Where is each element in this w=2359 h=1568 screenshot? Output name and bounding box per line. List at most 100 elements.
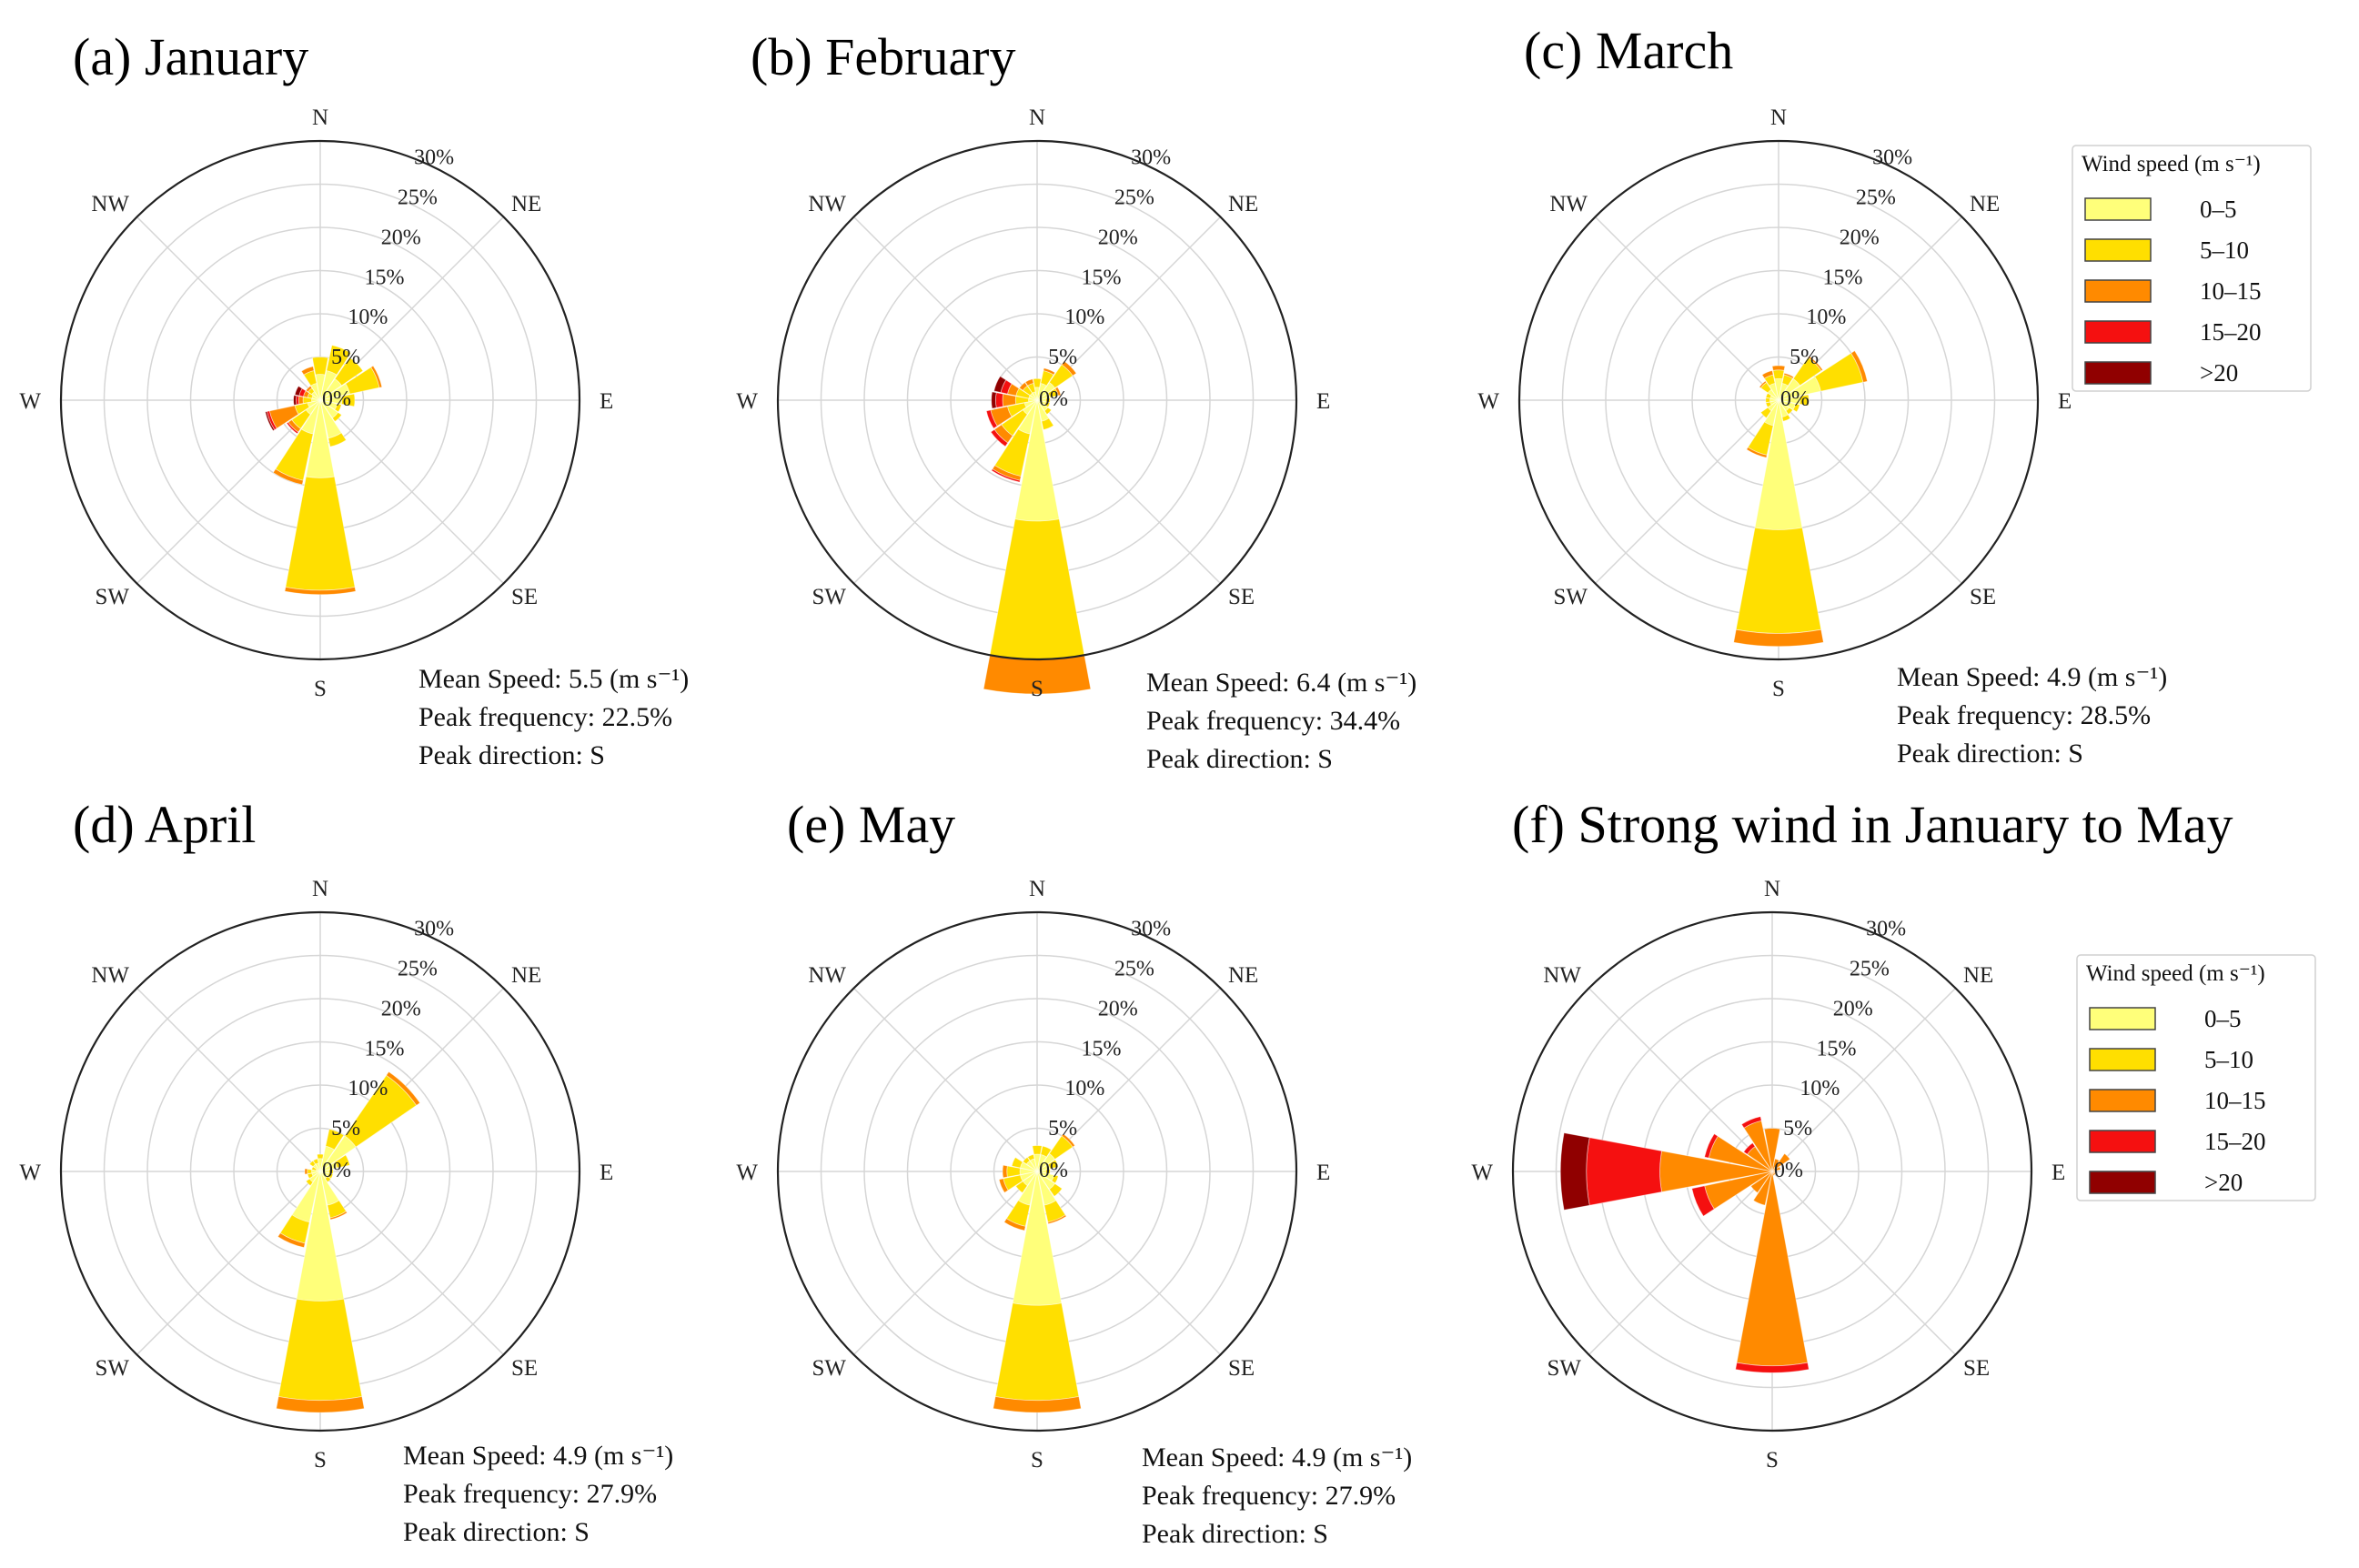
direction-label: NW bbox=[1549, 192, 1588, 216]
windrose-bar-segment bbox=[276, 1396, 365, 1413]
radial-tick-label: 30% bbox=[1131, 918, 1171, 941]
legend-swatch bbox=[2089, 1130, 2156, 1153]
radial-tick-label: 20% bbox=[1098, 226, 1138, 249]
grid-spoke bbox=[136, 216, 321, 401]
legend-label: 10–15 bbox=[2204, 1087, 2266, 1114]
windrose-bar-segment bbox=[1704, 1133, 1719, 1159]
legend-label: 5–10 bbox=[2204, 1046, 2253, 1073]
stat-line: Peak direction: S bbox=[1897, 739, 2083, 769]
radial-tick-label: 30% bbox=[1131, 146, 1171, 170]
direction-label: SW bbox=[1547, 1356, 1581, 1381]
radial-tick-label: 5% bbox=[331, 1117, 360, 1141]
windrose-bar-segment bbox=[1061, 1132, 1076, 1148]
radial-tick-label: 5% bbox=[331, 346, 360, 369]
windrose-bar-segment bbox=[1003, 1218, 1026, 1231]
direction-label: SE bbox=[511, 1356, 538, 1381]
windrose-bar-segment bbox=[1047, 1159, 1059, 1170]
direction-label: SW bbox=[812, 585, 846, 609]
direction-label: NW bbox=[91, 192, 129, 216]
stat-line: Mean Speed: 4.9 (m s⁻¹) bbox=[1142, 1442, 1412, 1473]
radial-tick-label: 0% bbox=[1780, 387, 1810, 411]
windrose-panel: (e) May N NE E SE S SW W NW 0% 5% 10% 15% 20% 25% 30% Me… bbox=[736, 795, 1412, 1549]
direction-label: E bbox=[1316, 389, 1330, 414]
direction-label: NE bbox=[1228, 963, 1258, 988]
grid-spoke bbox=[1771, 987, 1957, 1172]
windrose-bar-segment bbox=[329, 1211, 348, 1221]
windrose-bar-segment bbox=[311, 357, 329, 376]
windrose-bar-segment bbox=[1735, 527, 1822, 634]
radial-tick-label: 15% bbox=[1823, 266, 1863, 289]
windrose-bar-segment bbox=[1048, 1182, 1063, 1197]
grid-spoke bbox=[1594, 399, 1779, 585]
direction-label: S bbox=[1766, 1448, 1779, 1473]
stat-line: Peak frequency: 22.5% bbox=[418, 702, 672, 732]
radial-tick-label: 0% bbox=[322, 1159, 351, 1182]
windrose-bar-segment bbox=[334, 1154, 350, 1169]
windrose-bar-segment bbox=[1771, 1152, 1791, 1172]
stat-line: Peak frequency: 34.4% bbox=[1146, 706, 1400, 736]
legend-title: Wind speed (m s⁻¹) bbox=[2086, 961, 2265, 986]
legend-label: 5–10 bbox=[2200, 236, 2249, 264]
windrose-panel: (b) February N NE E SE S SW W NW 0% 5% 10% 15% 20% 25%… bbox=[736, 27, 1416, 774]
legend-title: Wind speed (m s⁻¹) bbox=[2082, 152, 2261, 176]
windrose-panel: (f) Strong wind in January to May N NE E SE S… bbox=[1471, 795, 2233, 1473]
windrose-bar-segment bbox=[1807, 355, 1824, 372]
outer-circle bbox=[59, 139, 581, 661]
radial-tick-label: 20% bbox=[1098, 997, 1138, 1020]
windrose-bar-segment bbox=[326, 345, 352, 376]
outer-circle bbox=[1511, 910, 2033, 1432]
stat-line: Peak direction: S bbox=[403, 1517, 590, 1547]
legend-swatch bbox=[2084, 238, 2152, 262]
legend-swatch bbox=[2084, 279, 2152, 303]
windrose-bar-segment bbox=[1759, 407, 1772, 419]
outer-circle bbox=[776, 910, 1298, 1432]
radial-tick-label: 15% bbox=[1082, 266, 1122, 289]
outer-circle bbox=[776, 139, 1298, 661]
radial-tick-label: 25% bbox=[1114, 958, 1154, 981]
radial-tick-label: 20% bbox=[1840, 226, 1880, 249]
radial-tick-label: 20% bbox=[381, 997, 421, 1020]
radial-tick-label: 15% bbox=[1082, 1037, 1122, 1060]
windrose-panel: (c) March N NE E SE S SW W NW 0% 5% 10% 15% 20% 25% 30%… bbox=[1477, 21, 2167, 769]
stat-line: Peak frequency: 28.5% bbox=[1897, 700, 2151, 730]
windrose-bar-segment bbox=[1024, 378, 1034, 387]
windrose-bar-segment bbox=[1054, 386, 1062, 397]
windrose-bar-segment bbox=[1771, 1166, 1781, 1172]
stat-line: Peak frequency: 27.9% bbox=[1142, 1481, 1396, 1511]
stat-line: Peak direction: S bbox=[1142, 1519, 1328, 1549]
windrose-bar-segment bbox=[265, 410, 276, 432]
stat-line: Mean Speed: 5.5 (m s⁻¹) bbox=[418, 664, 689, 694]
windrose-bar-segment bbox=[994, 1302, 1080, 1402]
direction-label: NW bbox=[1543, 963, 1581, 988]
grid-spoke bbox=[1036, 1171, 1222, 1356]
windrose-bar-segment bbox=[1002, 1164, 1008, 1179]
grid-spoke bbox=[136, 987, 321, 1172]
windrose-bar-segment bbox=[1051, 1174, 1059, 1184]
outer-circle bbox=[59, 910, 581, 1432]
windrose-bar-segment bbox=[331, 411, 343, 423]
windrose-bar-segment bbox=[1586, 1137, 1663, 1206]
legend-box bbox=[2076, 954, 2316, 1201]
windrose-bar-segment bbox=[1749, 1171, 1773, 1194]
windrose-bar-segment bbox=[1799, 394, 1810, 407]
direction-label: S bbox=[1031, 1448, 1043, 1473]
direction-label: S bbox=[314, 1448, 327, 1473]
legend-label: >20 bbox=[2200, 359, 2238, 387]
direction-label: NE bbox=[511, 192, 541, 216]
windrose-bar-segment bbox=[994, 392, 1004, 408]
direction-label: S bbox=[1031, 677, 1043, 701]
windrose-bar-segment bbox=[1043, 407, 1053, 416]
grid-spoke bbox=[136, 1171, 321, 1356]
legend-label: 15–20 bbox=[2200, 318, 2262, 346]
windrose-bar-segment bbox=[1740, 1116, 1762, 1129]
stat-line: Mean Speed: 4.9 (m s⁻¹) bbox=[403, 1441, 673, 1471]
outer-circle bbox=[1517, 139, 2040, 661]
windrose-bar-segment bbox=[1691, 1185, 1715, 1217]
radial-tick-label: 5% bbox=[1789, 346, 1819, 369]
windrose-bar-segment bbox=[1783, 372, 1795, 379]
direction-label: NE bbox=[1963, 963, 1993, 988]
direction-label: N bbox=[312, 877, 328, 901]
windrose-bar-segment bbox=[1011, 1156, 1023, 1169]
